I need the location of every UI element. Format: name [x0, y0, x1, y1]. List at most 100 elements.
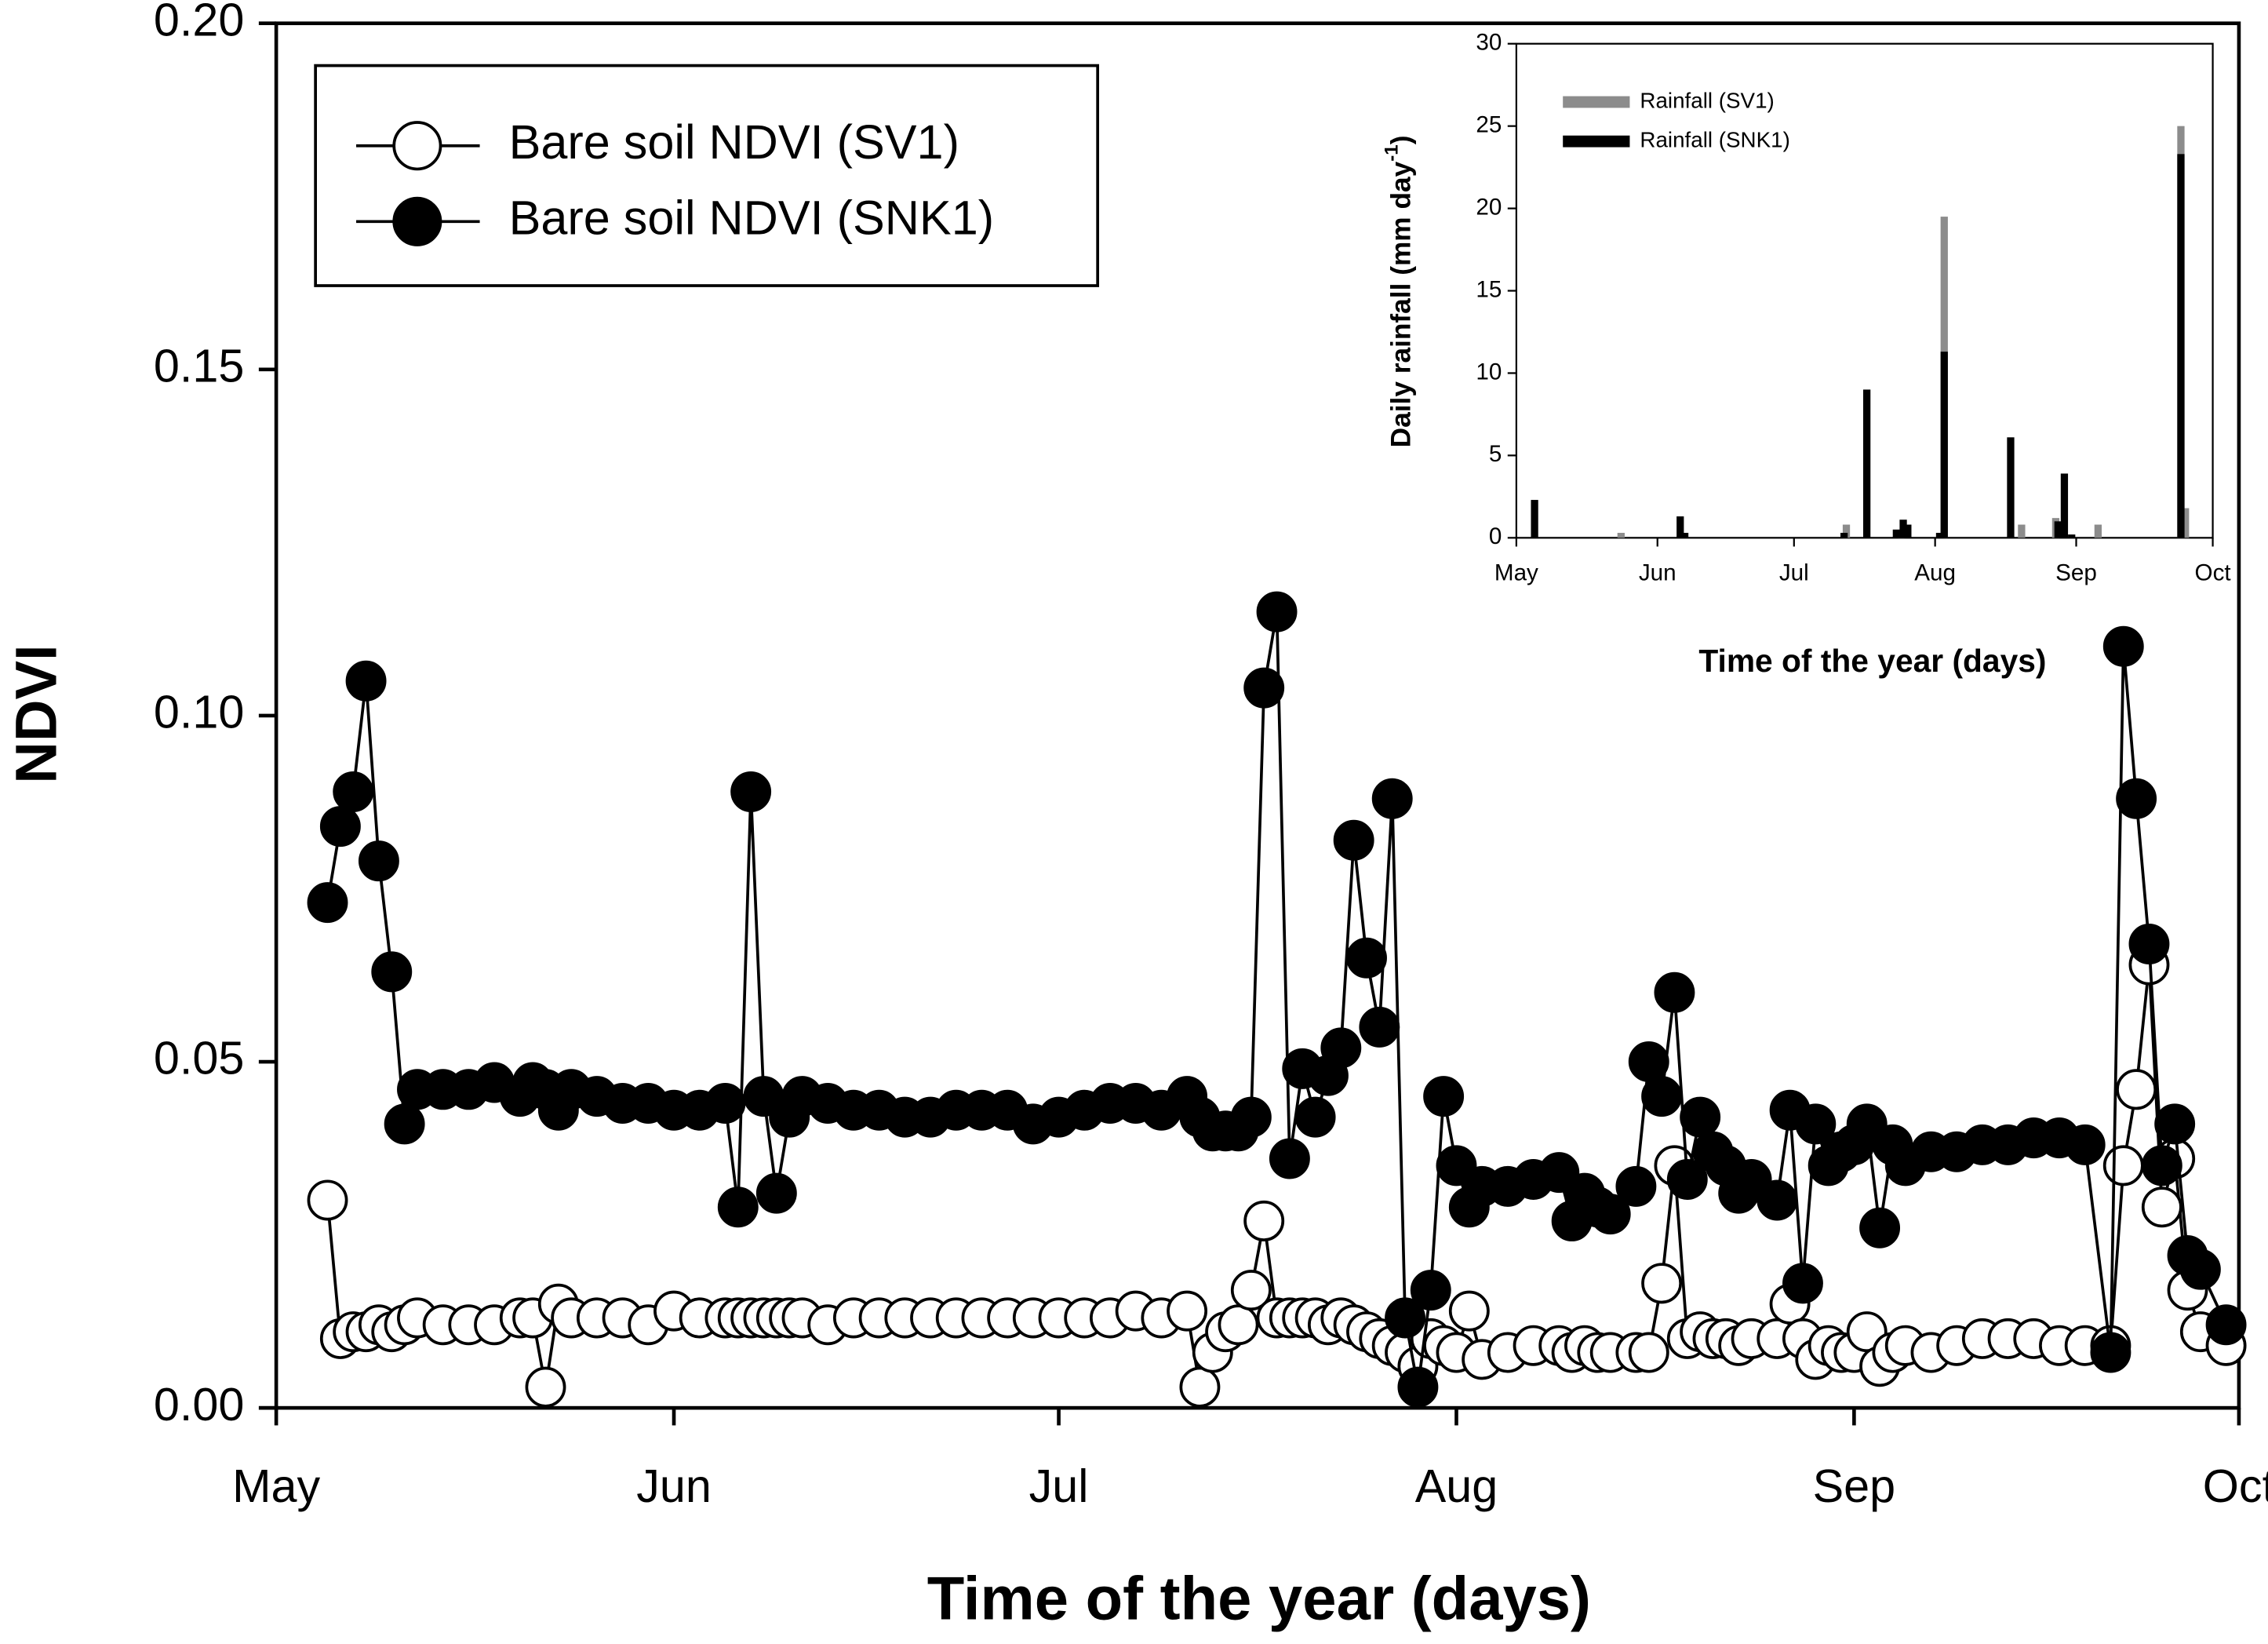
data-point — [358, 840, 399, 882]
bar — [2054, 521, 2062, 538]
data-point — [2205, 1304, 2247, 1346]
y-tick-label: 20 — [1476, 194, 1502, 220]
data-point — [2102, 625, 2144, 667]
x-tick-label: Aug — [1415, 1460, 1498, 1512]
data-point — [2116, 1069, 2157, 1110]
bar — [2018, 524, 2026, 538]
x-tick-label: Oct — [2203, 1460, 2268, 1512]
y-tick-label: 0.05 — [154, 1032, 244, 1084]
data-point — [1641, 1263, 1683, 1304]
y-axis-title: NDVI — [4, 644, 69, 783]
inset-y-axis-title: Daily rainfall (mm day-1) — [1382, 136, 1417, 448]
y-tick-label: 30 — [1476, 30, 1502, 56]
data-point — [1218, 1304, 1259, 1346]
inset-y-title-end: ) — [1386, 136, 1417, 145]
bar — [2007, 437, 2015, 538]
legend-swatch — [1563, 135, 1630, 148]
data-point — [704, 1082, 746, 1124]
bar — [1892, 529, 1900, 538]
data-point — [371, 951, 413, 993]
x-tick-label: Jul — [1029, 1460, 1089, 1512]
data-point — [1256, 591, 1298, 632]
data-point — [1795, 1103, 1837, 1145]
data-point — [1320, 1027, 1362, 1069]
y-tick-label: 0.20 — [154, 0, 244, 46]
data-point — [307, 882, 348, 924]
bar — [1680, 533, 1689, 538]
data-point — [1410, 1270, 1451, 1311]
legend-label: Bare soil NDVI (SV1) — [509, 115, 959, 169]
bar — [1676, 516, 1684, 538]
x-tick-label: Sep — [2055, 560, 2097, 586]
data-point — [1167, 1290, 1208, 1332]
x-tick-label: Jun — [636, 1460, 712, 1512]
bar — [2060, 473, 2069, 538]
bar — [1899, 519, 1907, 538]
data-point — [345, 660, 387, 702]
bar — [1531, 500, 1538, 538]
y-tick-label: 0.00 — [154, 1378, 244, 1431]
data-point — [1333, 819, 1374, 861]
bar — [1904, 524, 1912, 538]
data-point — [1346, 937, 1387, 979]
inset-y-title-sup: -1 — [1382, 144, 1403, 161]
y-tick-label: 0.15 — [154, 339, 244, 392]
y-tick-label: 0 — [1489, 523, 1502, 549]
y-tick-label: 5 — [1489, 441, 1502, 467]
inset-y-title-main: Daily rainfall (mm day — [1386, 161, 1417, 447]
y-tick-label: 10 — [1476, 359, 1502, 385]
data-point — [1243, 667, 1285, 709]
data-point — [1628, 1332, 1669, 1373]
series-line — [326, 611, 2228, 1387]
data-point — [1448, 1290, 1490, 1332]
data-point — [1615, 1165, 1657, 1207]
data-point — [1294, 1096, 1336, 1138]
x-tick-label: Aug — [1914, 560, 1956, 586]
data-point — [1230, 1270, 1272, 1311]
bar — [2182, 508, 2190, 538]
data-point — [333, 771, 374, 812]
data-point — [1641, 1076, 1683, 1117]
bar — [1842, 524, 1851, 538]
legend-label: Bare soil NDVI (SNK1) — [509, 191, 994, 244]
data-point — [717, 1187, 759, 1228]
bar — [2094, 524, 2102, 538]
data-point — [1782, 1263, 1823, 1304]
x-tick-label: Jun — [1639, 560, 1676, 586]
data-point — [1666, 1158, 1708, 1200]
legend-swatch — [1563, 96, 1630, 108]
x-tick-label: May — [232, 1460, 320, 1512]
data-point — [2116, 778, 2157, 819]
data-point — [1654, 971, 1695, 1013]
data-point — [1628, 1041, 1669, 1083]
data-point — [319, 806, 361, 848]
data-point — [2128, 924, 2170, 965]
bar — [1617, 533, 1625, 538]
x-tick-label: Jul — [1779, 560, 1809, 586]
data-point — [2141, 1187, 2182, 1228]
data-point — [307, 1179, 348, 1221]
data-point — [2102, 1145, 2144, 1187]
legend-box — [314, 64, 1100, 287]
data-point — [1179, 1366, 1221, 1408]
data-point — [1359, 1006, 1400, 1048]
data-point — [1859, 1207, 1901, 1248]
bar — [1935, 533, 1944, 538]
data-point — [1243, 1200, 1285, 1241]
data-point — [384, 1103, 425, 1145]
data-point — [1397, 1366, 1439, 1408]
legend-label: Rainfall (SV1) — [1640, 88, 1774, 112]
legend-marker — [392, 196, 442, 246]
data-point — [1757, 1179, 1798, 1221]
inset-x-axis-title: Time of the year (days) — [1698, 643, 2046, 679]
data-point — [2064, 1124, 2106, 1165]
bar — [1940, 352, 1948, 538]
x-tick-label: Oct — [2195, 560, 2232, 586]
data-point — [1269, 1138, 1310, 1179]
y-tick-label: 25 — [1476, 111, 1502, 137]
legend-marker — [392, 121, 442, 171]
data-point — [2141, 1145, 2182, 1187]
data-point — [1589, 1194, 1631, 1235]
